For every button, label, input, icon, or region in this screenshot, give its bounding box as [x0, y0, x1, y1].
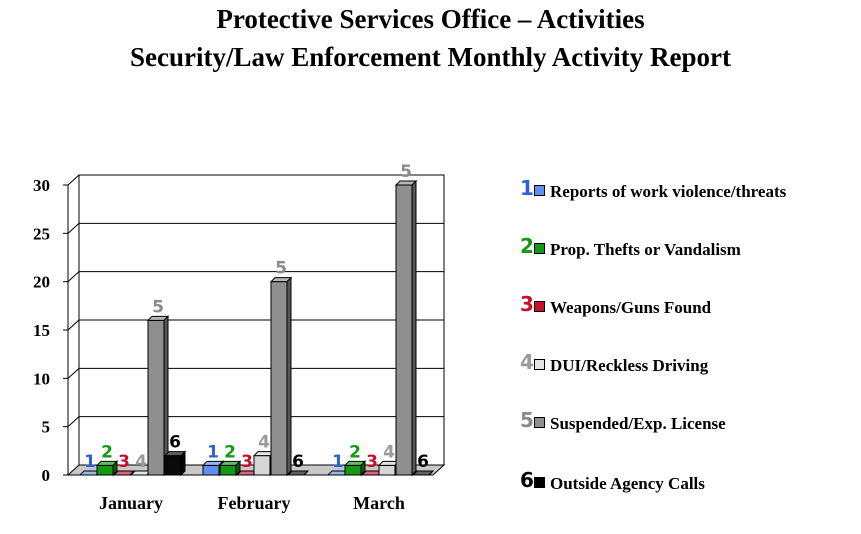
- y-tick-label: 10: [33, 369, 50, 388]
- bar-series-label: 5: [400, 162, 412, 182]
- x-tick-label: January: [99, 493, 163, 513]
- legend-label: Suspended/Exp. License: [550, 414, 726, 433]
- legend-label: Reports of work violence/threats: [550, 182, 787, 201]
- gridline-depth: [67, 319, 80, 331]
- legend-swatch: [534, 359, 545, 370]
- bar-series-label: 3: [366, 452, 378, 472]
- bar: [147, 319, 165, 476]
- y-tick-label: 25: [33, 224, 50, 243]
- y-tick-label: 30: [33, 176, 50, 195]
- legend-number: 1: [520, 176, 534, 200]
- legend-swatch: [534, 417, 545, 428]
- bar-series-label: 3: [118, 452, 130, 472]
- y-tick-label: 0: [42, 466, 51, 485]
- bar: [378, 464, 396, 476]
- bar-side: [112, 460, 118, 477]
- gridline-depth: [67, 416, 80, 428]
- bar: [253, 455, 271, 476]
- legend-swatch: [534, 243, 545, 254]
- gridline-depth: [67, 174, 80, 186]
- bar-side: [180, 450, 186, 477]
- bar-series-label: 6: [169, 433, 181, 453]
- bar-series-label: 1: [84, 452, 96, 472]
- bar-side: [163, 315, 169, 477]
- bar-side: [303, 470, 309, 476]
- chart-title: Protective Services Office – Activities: [216, 4, 645, 34]
- legend-label: Weapons/Guns Found: [550, 298, 712, 317]
- legend-swatch: [534, 185, 545, 196]
- bar-series-label: 4: [383, 442, 395, 462]
- bar: [344, 464, 362, 476]
- bar-series-label: 6: [417, 452, 429, 472]
- bar-series-label: 4: [135, 452, 147, 472]
- x-tick-label: February: [218, 493, 291, 513]
- chart-subtitle: Security/Law Enforcement Monthly Activit…: [130, 42, 731, 72]
- bar-series-label: 6: [292, 452, 304, 472]
- legend-number: 6: [520, 468, 534, 492]
- bar-side: [411, 179, 417, 477]
- y-tick-label: 15: [33, 321, 50, 340]
- legend-number: 2: [520, 234, 534, 258]
- bar-series-label: 2: [349, 442, 361, 462]
- bar-series-label: 5: [275, 259, 287, 279]
- gridline-depth: [67, 367, 80, 379]
- legend-swatch: [534, 477, 545, 488]
- bar-series-label: 2: [101, 442, 113, 462]
- bar-series-label: 1: [207, 442, 219, 462]
- bar: [164, 455, 182, 476]
- bar-series-label: 2: [224, 442, 236, 462]
- legend-number: 3: [520, 292, 534, 316]
- bar-series-label: 4: [258, 433, 270, 453]
- bar-series-label: 1: [332, 452, 344, 472]
- bar: [96, 464, 114, 476]
- legend-number: 4: [520, 350, 534, 374]
- bar-side: [235, 460, 241, 477]
- bar: [395, 184, 413, 476]
- legend-label: Outside Agency Calls: [550, 474, 705, 493]
- bar: [202, 464, 220, 476]
- bar-side: [129, 470, 135, 476]
- gridline-depth: [67, 271, 80, 283]
- bar-side: [360, 460, 366, 477]
- bar: [219, 464, 237, 476]
- legend-swatch: [534, 301, 545, 312]
- bar: [270, 281, 288, 476]
- y-tick-label: 5: [42, 418, 51, 437]
- legend-label: DUI/Reckless Driving: [550, 356, 709, 375]
- bar-side: [286, 276, 292, 477]
- y-tick-label: 20: [33, 273, 50, 292]
- legend-label: Prop. Thefts or Vandalism: [550, 240, 741, 259]
- gridline-depth: [67, 222, 80, 234]
- bar-side: [428, 470, 434, 476]
- x-tick-label: March: [353, 493, 405, 513]
- bar-series-label: 5: [152, 297, 164, 317]
- legend-number: 5: [520, 408, 534, 432]
- bar-series-label: 3: [241, 452, 253, 472]
